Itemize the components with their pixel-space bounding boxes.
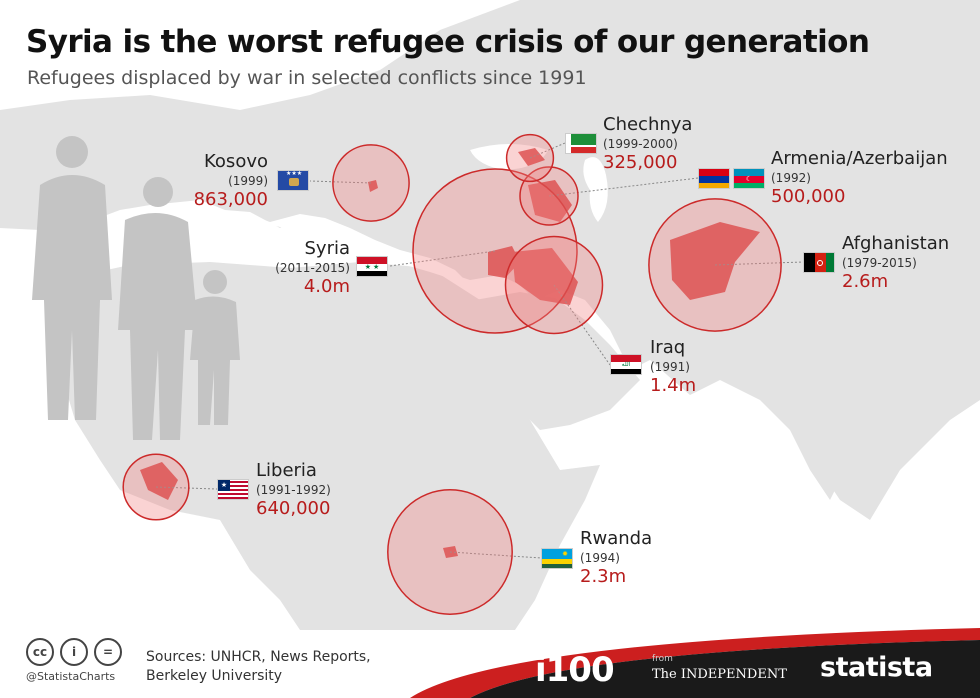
highlighted-countries: [140, 148, 760, 558]
label-iraq-period: (1991): [650, 360, 690, 374]
label-kosovo: Kosovo (1999) 863,000: [180, 151, 268, 211]
attribution-icon: i: [60, 638, 88, 666]
label-armenia-period: (1992): [771, 171, 811, 185]
country-liberia: [140, 462, 178, 500]
label-afghanistan-value: 2.6m: [842, 271, 889, 292]
page-title: Syria is the worst refugee crisis of our…: [26, 24, 870, 60]
label-rwanda-period: (1994): [580, 551, 620, 565]
leader-line-rwanda: [449, 551, 542, 559]
page-subtitle: Refugees displaced by war in selected co…: [27, 67, 587, 89]
bubble-iraq: [504, 235, 604, 335]
flag-liberia-icon: ★: [217, 479, 249, 500]
country-iraq: [512, 248, 578, 305]
statista-handle: @StatistaCharts: [26, 670, 116, 683]
footer-dark-band: [470, 640, 980, 698]
label-kosovo-name: Kosovo: [204, 151, 268, 172]
label-liberia: Liberia (1991-1992) 640,000: [256, 460, 331, 520]
label-afghanistan-name: Afghanistan: [842, 233, 950, 254]
label-chechnya-name: Chechnya: [603, 114, 693, 135]
caspian-sea: [583, 157, 608, 222]
country-armenia-azerbaijan: [528, 180, 572, 222]
mediterranean-sea: [200, 212, 470, 285]
label-armenia: Armenia/Azerbaijan (1992) 500,000: [771, 148, 948, 208]
footer-band: [0, 628, 980, 698]
label-iraq: Iraq (1991) 1.4m: [650, 337, 696, 397]
no-derivatives-icon: =: [94, 638, 122, 666]
independent-logo[interactable]: The INDEPENDENT: [652, 667, 787, 682]
label-syria-period: (2011-2015): [275, 261, 350, 275]
flag-azerbaijan-icon: ☾: [733, 168, 765, 189]
sources-line-1: Sources: UNHCR, News Reports,: [146, 649, 371, 665]
label-chechnya-period: (1999-2000): [603, 137, 678, 151]
label-chechnya-value: 325,000: [603, 152, 678, 173]
label-iraq-name: Iraq: [650, 337, 686, 358]
bubble-kosovo: [332, 144, 410, 222]
flag-afghanistan-icon: [803, 252, 835, 273]
statista-logo[interactable]: statista: [820, 652, 933, 683]
flag-syria-icon: ★ ★: [356, 256, 388, 277]
sources: Sources: UNHCR, News Reports, Berkeley U…: [146, 648, 396, 686]
bubble-liberia: [122, 453, 190, 521]
sources-line-2: Berkeley University: [146, 668, 283, 684]
leader-line-armenia: [548, 177, 699, 197]
label-syria: Syria (2011-2015) 4.0m: [260, 238, 350, 298]
label-armenia-value: 500,000: [771, 186, 846, 207]
label-liberia-name: Liberia: [256, 460, 317, 481]
flag-kosovo-icon: ★★★: [277, 170, 309, 191]
label-kosovo-value: 863,000: [193, 189, 268, 210]
bubble-chechnya: [505, 133, 555, 183]
flag-chechnya-icon: [565, 133, 597, 154]
label-rwanda-name: Rwanda: [580, 528, 653, 549]
leader-line-syria: [389, 250, 496, 267]
cc-icon: cc: [26, 638, 54, 666]
bubble-layer: [122, 133, 782, 615]
bubble-rwanda: [387, 489, 513, 615]
label-syria-name: Syria: [304, 238, 350, 259]
bubble-syria: [412, 168, 578, 334]
label-liberia-value: 640,000: [256, 498, 331, 519]
label-rwanda: Rwanda (1994) 2.3m: [580, 528, 652, 588]
label-iraq-value: 1.4m: [650, 375, 697, 396]
bubble-afghanistan: [648, 198, 782, 332]
family-silhouette: [32, 136, 240, 440]
flag-armenia-icon: [698, 168, 730, 189]
label-rwanda-value: 2.3m: [580, 566, 627, 587]
landmass-india: [760, 370, 870, 500]
flag-iraq-icon: الله: [610, 354, 642, 375]
label-syria-value: 4.0m: [303, 276, 350, 297]
label-chechnya: Chechnya (1999-2000) 325,000: [603, 114, 692, 174]
country-syria: [488, 246, 520, 278]
label-afghanistan: Afghanistan (1979-2015) 2.6m: [842, 233, 949, 293]
brand-from-label: from: [652, 654, 673, 664]
country-afghanistan: [670, 222, 760, 300]
label-kosovo-period: (1999): [228, 174, 268, 188]
footer-red-swoosh: [410, 628, 980, 698]
label-afghanistan-period: (1979-2015): [842, 256, 917, 270]
flag-rwanda-icon: ✹: [541, 548, 573, 569]
label-armenia-name: Armenia/Azerbaijan: [771, 148, 948, 169]
leader-line-afghanistan: [714, 261, 804, 266]
label-liberia-period: (1991-1992): [256, 483, 331, 497]
i100-logo[interactable]: i100: [535, 650, 615, 690]
